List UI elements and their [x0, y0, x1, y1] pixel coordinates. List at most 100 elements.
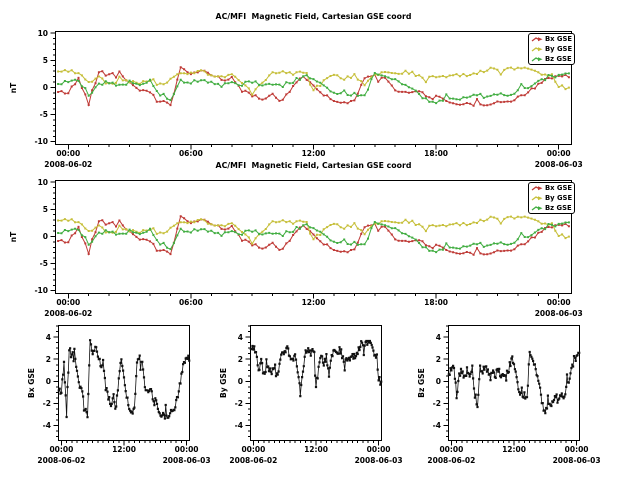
y-tick-label: -4 — [42, 421, 51, 431]
y-tick-label: -2 — [234, 398, 243, 408]
axis-ticks — [50, 32, 560, 150]
axis-ticks — [443, 325, 578, 446]
plot-area[interactable] — [45, 174, 582, 304]
legend-marker-icon — [531, 196, 543, 201]
axis-ticks — [50, 181, 560, 299]
legend-marker-icon — [531, 206, 543, 211]
y-tick-label: -10 — [34, 286, 48, 296]
y-tick-label: 0 — [42, 231, 48, 241]
x-tick-label: 12:00 — [301, 298, 326, 307]
x-tick-label: 00:00 — [49, 445, 74, 454]
axis-ticks — [245, 325, 380, 446]
y-axis-unit-label: nT — [9, 231, 18, 243]
x-tick-label: 00:00 — [56, 149, 81, 158]
plot-area[interactable] — [240, 319, 392, 451]
legend-item-bz-gse[interactable]: Bz GSE — [529, 203, 574, 213]
plot-border — [58, 325, 190, 441]
y-tick-label: -2 — [42, 398, 51, 408]
y-tick-label: 4 — [435, 332, 441, 342]
x-tick-label: 06:00 — [178, 298, 203, 307]
legend-label: Bx GSE — [545, 184, 573, 192]
legend-label: By GSE — [545, 45, 573, 53]
legend-item-bx-gse[interactable]: Bx GSE — [529, 34, 574, 44]
plot-border — [55, 180, 572, 294]
x-axis-start-date: 2008-06-02 — [44, 308, 93, 318]
series-markers-by-gse — [57, 215, 570, 245]
x-axis-end-date: 2008-06-03 — [354, 455, 403, 465]
x-tick-label: 00:00 — [366, 445, 391, 454]
x-tick-label: 18:00 — [424, 298, 449, 307]
y-tick-label: -5 — [39, 259, 48, 269]
series-markers-bx-gse — [57, 339, 191, 420]
x-tick-label: 00:00 — [56, 298, 81, 307]
y-tick-label: 0 — [237, 376, 243, 386]
legend-item-bz-gse[interactable]: Bz GSE — [529, 54, 574, 64]
x-tick-label: 00:00 — [439, 445, 464, 454]
y-tick-label: 2 — [435, 354, 441, 364]
x-tick-label: 00:00 — [241, 445, 266, 454]
series-markers-bz-gse — [57, 72, 570, 105]
x-tick-label: 06:00 — [178, 149, 203, 158]
x-tick-label: 00:00 — [174, 445, 199, 454]
legend-marker-icon — [531, 47, 543, 52]
x-tick-label: 00:00 — [564, 445, 589, 454]
x-tick-label: 12:00 — [304, 445, 328, 454]
y-tick-label: 0 — [45, 376, 51, 386]
x-tick-label: 12:00 — [112, 445, 136, 454]
y-tick-label: -4 — [432, 421, 441, 431]
y-tick-label: 5 — [42, 204, 48, 214]
legend-item-by-gse[interactable]: By GSE — [529, 193, 574, 203]
legend-box[interactable]: Bx GSE By GSE Bz GSE — [528, 33, 576, 65]
y-tick-label: 4 — [237, 332, 243, 342]
panel-title: AC/MFI Magnetic Field, Cartesian GSE coo… — [215, 12, 412, 21]
series-markers-by-gse — [57, 66, 570, 96]
x-axis-end-date: 2008-06-03 — [552, 455, 601, 465]
legend-marker-icon — [531, 186, 543, 191]
plot-area[interactable] — [48, 319, 200, 451]
series-markers-bx-gse — [57, 215, 570, 256]
x-axis-start-date: 2008-06-02 — [427, 455, 476, 465]
y-tick-label: 2 — [45, 354, 51, 364]
x-axis-start-date: 2008-06-02 — [44, 159, 93, 169]
y-tick-label: 5 — [42, 55, 48, 65]
legend-marker-icon — [531, 37, 543, 42]
y-tick-label: -2 — [432, 398, 441, 408]
y-tick-label: 2 — [237, 354, 243, 364]
y-tick-label: -4 — [234, 421, 243, 431]
plot-border — [55, 31, 572, 145]
legend-item-by-gse[interactable]: By GSE — [529, 44, 574, 54]
x-axis-start-date: 2008-06-02 — [37, 455, 86, 465]
plot-area[interactable] — [45, 25, 582, 155]
panel-title: AC/MFI Magnetic Field, Cartesian GSE coo… — [215, 161, 412, 170]
legend-label: Bz GSE — [545, 55, 572, 63]
legend-label: By GSE — [545, 194, 573, 202]
x-axis-end-date: 2008-06-03 — [534, 308, 583, 318]
legend-label: Bz GSE — [545, 204, 572, 212]
series-markers-bz-gse — [447, 350, 581, 415]
legend-item-bx-gse[interactable]: Bx GSE — [529, 183, 574, 193]
y-tick-label: 0 — [435, 376, 441, 386]
axis-ticks — [53, 325, 188, 446]
legend-marker-icon — [531, 57, 543, 62]
x-axis-end-date: 2008-06-03 — [162, 455, 211, 465]
legend-label: Bx GSE — [545, 35, 573, 43]
x-axis-start-date: 2008-06-02 — [229, 455, 278, 465]
x-tick-label: 12:00 — [502, 445, 526, 454]
plot-border — [448, 325, 580, 441]
plot-area[interactable] — [438, 319, 590, 451]
series-markers-by-gse — [249, 339, 383, 398]
series-markers-bz-gse — [57, 221, 570, 254]
y-axis-unit-label: nT — [9, 82, 18, 94]
legend-box[interactable]: Bx GSE By GSE Bz GSE — [528, 182, 576, 214]
x-tick-label: 00:00 — [546, 298, 571, 307]
series-markers-bx-gse — [57, 66, 570, 107]
y-tick-label: 4 — [45, 332, 51, 342]
x-tick-label: 00:00 — [546, 149, 571, 158]
x-axis-end-date: 2008-06-03 — [534, 159, 583, 169]
y-tick-label: -10 — [34, 137, 48, 147]
y-tick-label: 0 — [42, 82, 48, 92]
y-tick-label: 10 — [37, 177, 48, 187]
x-tick-label: 18:00 — [424, 149, 449, 158]
y-tick-label: 10 — [37, 28, 48, 38]
